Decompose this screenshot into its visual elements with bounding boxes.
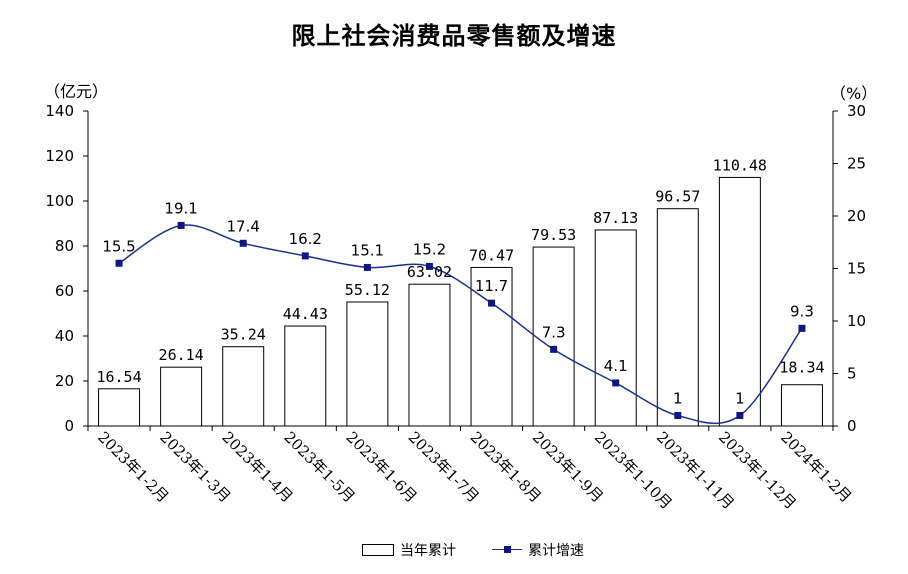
y-right-tick-label: 0 bbox=[847, 417, 857, 435]
bar-data-label: 63.02 bbox=[407, 263, 452, 281]
legend-bar-swatch bbox=[362, 544, 394, 556]
bar bbox=[284, 325, 327, 427]
line-data-label: 15.5 bbox=[102, 237, 135, 255]
bar-data-label: 87.13 bbox=[593, 209, 638, 227]
bar-data-label: 70.47 bbox=[469, 246, 514, 264]
y-axis-right-label: （%） bbox=[830, 84, 878, 103]
legend-bar-label: 当年累计 bbox=[400, 543, 456, 559]
chart-title: 限上社会消费品零售额及增速 bbox=[291, 21, 617, 50]
y-left-tick-label: 100 bbox=[45, 192, 74, 210]
bar-data-label: 35.24 bbox=[221, 326, 266, 344]
line-point bbox=[488, 299, 496, 307]
line-point bbox=[550, 345, 558, 353]
bar-data-label: 16.54 bbox=[96, 368, 141, 386]
line-point bbox=[363, 263, 371, 271]
line-data-label: 1 bbox=[673, 390, 683, 408]
line-data-label: 4.1 bbox=[604, 357, 628, 375]
bar bbox=[160, 366, 203, 427]
line-data-label: 11.7 bbox=[475, 277, 508, 295]
line-data-label: 9.3 bbox=[790, 302, 814, 320]
y-right-tick-label: 15 bbox=[847, 260, 866, 278]
bar bbox=[222, 346, 265, 427]
bar bbox=[98, 388, 141, 427]
bar-data-label: 96.57 bbox=[655, 188, 700, 206]
line-data-label: 15.1 bbox=[351, 241, 384, 259]
y-axis-left-label: （亿元） bbox=[44, 82, 109, 101]
bar bbox=[718, 176, 761, 427]
line-point bbox=[301, 252, 309, 260]
legend-line-label: 累计增速 bbox=[528, 543, 584, 559]
legend-line-swatch bbox=[492, 545, 522, 555]
line-point bbox=[674, 412, 682, 419]
legend-item-line: 累计增速 bbox=[492, 540, 584, 560]
y-right-tick-label: 5 bbox=[847, 365, 857, 383]
line-point bbox=[736, 412, 744, 419]
line-data-label: 1 bbox=[735, 390, 745, 408]
line-point bbox=[177, 221, 185, 229]
line-data-label: 15.2 bbox=[413, 240, 446, 258]
bar-data-label: 26.14 bbox=[159, 346, 204, 364]
y-left-tick-label: 0 bbox=[64, 417, 74, 435]
line-data-label: 16.2 bbox=[289, 230, 322, 248]
bar-data-label: 79.53 bbox=[531, 226, 576, 244]
y-left-tick-label: 80 bbox=[55, 237, 74, 255]
y-right-tick-label: 10 bbox=[847, 312, 866, 330]
y-left-tick-label: 40 bbox=[55, 327, 74, 345]
bar bbox=[594, 229, 637, 427]
y-left-tick-label: 120 bbox=[45, 147, 74, 165]
line-point bbox=[239, 239, 247, 247]
y-left-tick-label: 20 bbox=[55, 372, 74, 390]
bar-data-label: 55.12 bbox=[345, 281, 390, 299]
line-data-label: 17.4 bbox=[227, 217, 260, 235]
line-point bbox=[612, 379, 620, 387]
bar bbox=[656, 208, 699, 427]
y-right-tick-label: 20 bbox=[847, 207, 866, 225]
y-right-tick-label: 25 bbox=[847, 155, 866, 173]
series-line-growth bbox=[118, 224, 803, 425]
y-left-tick-label: 140 bbox=[45, 102, 74, 120]
line-point bbox=[115, 259, 123, 267]
bar bbox=[780, 384, 823, 427]
line-data-label: 19.1 bbox=[164, 199, 197, 217]
line-point bbox=[798, 324, 806, 332]
bar bbox=[532, 246, 575, 427]
bar bbox=[346, 301, 389, 427]
legend-item-bars: 当年累计 bbox=[362, 540, 456, 560]
y-left-tick-label: 60 bbox=[55, 282, 74, 300]
bar bbox=[408, 283, 451, 427]
line-point bbox=[425, 262, 433, 270]
legend: 当年累计 累计增速 bbox=[362, 540, 620, 560]
line-data-label: 7.3 bbox=[542, 323, 566, 341]
bar-data-label: 18.34 bbox=[779, 359, 824, 377]
bar-data-label: 110.48 bbox=[713, 156, 767, 174]
bar-data-label: 44.43 bbox=[283, 305, 328, 323]
y-right-tick-label: 30 bbox=[847, 102, 866, 120]
